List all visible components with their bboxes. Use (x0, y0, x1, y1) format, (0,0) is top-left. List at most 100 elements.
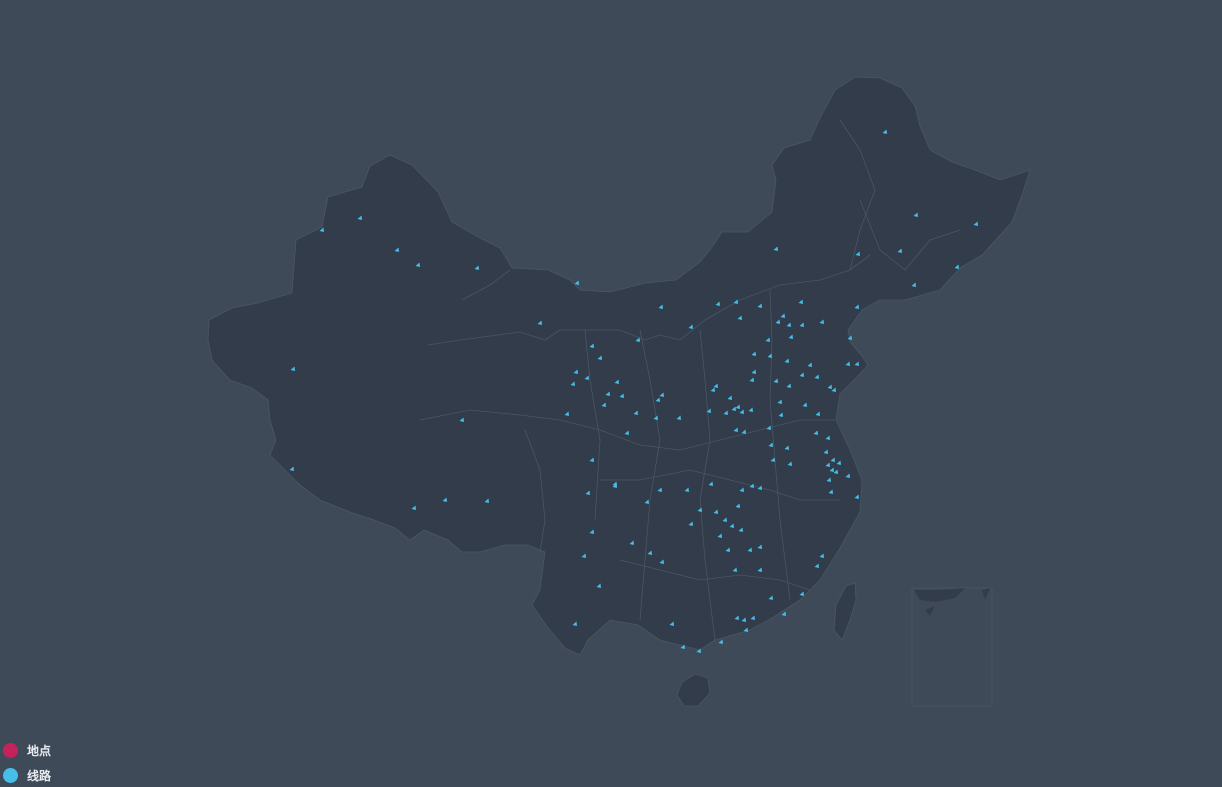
route-marker (653, 415, 658, 420)
route-marker (815, 411, 820, 416)
route-marker (743, 627, 748, 632)
route-marker (823, 449, 828, 454)
route-marker (778, 412, 783, 417)
route-marker (831, 387, 836, 392)
route-marker (633, 410, 638, 415)
route-marker (781, 611, 786, 616)
route-marker (813, 430, 818, 435)
route-marker (573, 369, 578, 374)
route-marker (847, 335, 852, 340)
south-china-sea-inset (911, 587, 993, 707)
route-marker (826, 477, 831, 482)
route-marker (597, 355, 602, 360)
taiwan-island (833, 582, 857, 641)
route-marker (733, 427, 738, 432)
route-marker (589, 529, 594, 534)
route-marker (612, 481, 617, 486)
route-marker (718, 639, 723, 644)
route-marker (289, 466, 294, 471)
route-marker (727, 395, 732, 400)
route-marker (624, 430, 629, 435)
route-marker (775, 319, 780, 324)
route-marker (830, 457, 835, 462)
route-marker (722, 517, 727, 522)
route-marker (748, 407, 753, 412)
route-marker (911, 282, 916, 287)
legend-item-place[interactable]: 地点 (3, 741, 51, 760)
route-marker (601, 402, 606, 407)
province-borders (419, 119, 961, 641)
route-marker (751, 351, 756, 356)
legend-item-route[interactable]: 线路 (3, 766, 51, 785)
route-marker (708, 481, 713, 486)
route-marker (564, 411, 569, 416)
route-marker (750, 615, 755, 620)
route-marker (787, 461, 792, 466)
route-marker (717, 533, 722, 538)
route-marker (733, 299, 738, 304)
route-marker (784, 445, 789, 450)
route-marker (459, 417, 464, 422)
route-marker (585, 490, 590, 495)
route-marker (290, 366, 295, 371)
route-marker (973, 221, 978, 226)
legend-label: 地点 (27, 744, 52, 758)
route-marker (635, 337, 640, 342)
circle-icon (3, 743, 18, 758)
route-marker (629, 540, 634, 545)
route-marker (765, 337, 770, 342)
route-marker (688, 521, 693, 526)
route-marker (738, 527, 743, 532)
route-marker (749, 377, 754, 382)
route-marker (819, 553, 824, 558)
route-marker (799, 591, 804, 596)
route-marker (773, 378, 778, 383)
route-marker (647, 550, 652, 555)
route-marker (713, 509, 718, 514)
route-marker (655, 397, 660, 402)
route-marker (659, 392, 664, 397)
route-marker (854, 494, 859, 499)
route-marker (768, 595, 773, 600)
circle-icon (3, 768, 18, 783)
route-marker (825, 462, 830, 467)
legend-label: 线路 (27, 769, 52, 783)
route-marker (788, 334, 793, 339)
hainan-island (676, 673, 711, 707)
route-marker (732, 567, 737, 572)
route-marker (729, 523, 734, 528)
route-marker (581, 553, 586, 558)
route-marker (913, 212, 918, 217)
route-marker (882, 129, 887, 134)
route-marker (828, 489, 833, 494)
route-marker (570, 381, 575, 386)
route-marker (713, 383, 718, 388)
route-marker (739, 487, 744, 492)
route-marker (954, 264, 959, 269)
route-marker (442, 497, 447, 502)
route-marker (814, 374, 819, 379)
route-marker (319, 227, 324, 232)
route-marker (741, 617, 746, 622)
route-marker (710, 387, 715, 392)
route-marker (676, 415, 681, 420)
route-marker (644, 499, 649, 504)
route-marker (735, 404, 740, 409)
route-marker (757, 485, 762, 490)
route-marker (725, 547, 730, 552)
route-marker (799, 372, 804, 377)
route-marker (659, 559, 664, 564)
route-marker (474, 265, 479, 270)
route-marker (802, 402, 807, 407)
route-marker (757, 544, 762, 549)
route-marker (415, 262, 420, 267)
route-marker (777, 399, 782, 404)
route-marker (854, 361, 859, 366)
route-marker (394, 247, 399, 252)
route-marker (786, 383, 791, 388)
route-marker (767, 353, 772, 358)
route-marker (596, 583, 601, 588)
route-marker (768, 442, 773, 447)
route-marker (589, 343, 594, 348)
